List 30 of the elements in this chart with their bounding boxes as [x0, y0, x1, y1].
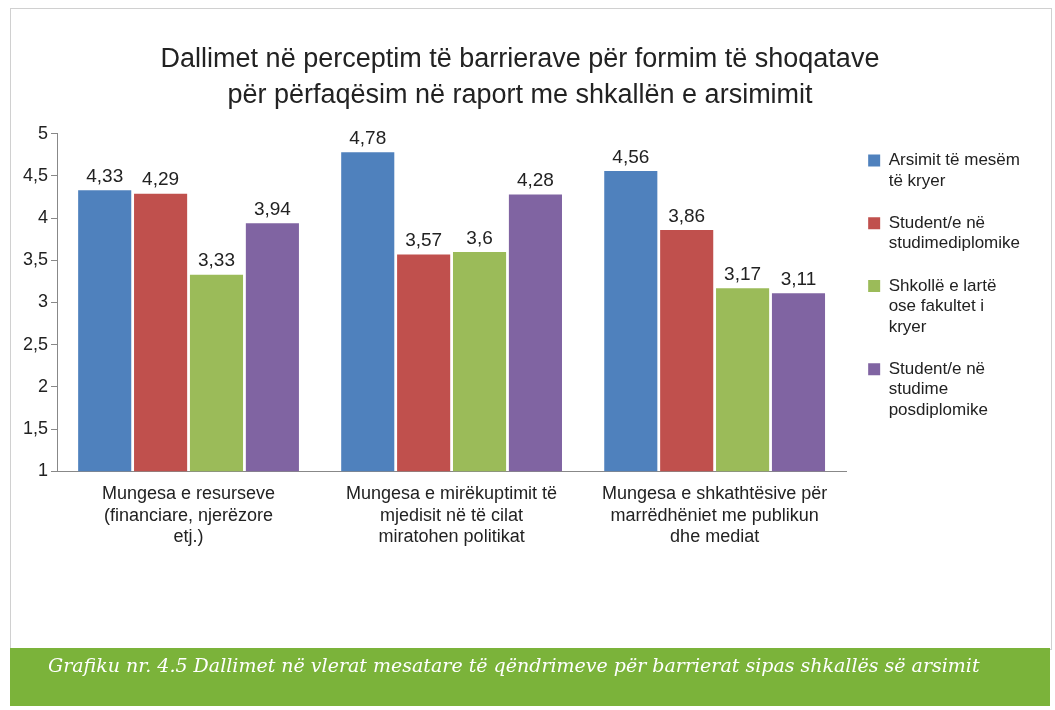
legend-label: Student/e në studime posdiplomike — [888, 358, 988, 419]
x-tick-label: Mungesa e mirëkuptimit të mjedisit në të cilat miratohen politikat — [346, 482, 558, 547]
data-label: 4,29 — [142, 168, 180, 190]
x-tick-label: Mungesa e shkathtësive për marrëdhëniet me publikun dhe mediat — [602, 482, 828, 547]
chart-title: Dallimet në perceptim të barrierave për formim të shoqatave për përfaqësim në raport me shkallën e arsimimit — [159, 42, 881, 111]
y-tick-label: 1 — [38, 460, 49, 481]
legend-label: Arsimit të mesëm të kryer — [888, 150, 1020, 190]
legend-label: Student/e në studimediplomike — [888, 212, 1021, 253]
legend-label: Shkollë e lartë ose fakultet i kryer — [888, 275, 997, 336]
y-tick-label: 4,5 — [22, 164, 49, 185]
y-tick-label: 3,5 — [22, 249, 49, 270]
y-tick-label: 2 — [38, 375, 49, 396]
data-label: 3,17 — [724, 262, 762, 284]
data-label: 4,78 — [349, 127, 387, 149]
data-label: 4,56 — [612, 145, 650, 167]
data-label: 3,33 — [198, 249, 235, 271]
y-tick-label: 2,5 — [22, 333, 49, 354]
data-label: 4,28 — [516, 169, 554, 191]
data-label: 3,94 — [253, 197, 292, 219]
data-label: 4,33 — [86, 165, 124, 187]
y-tick-label: 1,5 — [22, 417, 49, 438]
y-tick-label: 3 — [38, 291, 49, 312]
data-label: 3,86 — [668, 204, 706, 226]
x-tick-label: Mungesa e resurseve (financiare, njerëzore etj.) — [102, 482, 276, 547]
data-label: 3,6 — [466, 226, 493, 248]
y-tick-label: 5 — [38, 122, 49, 143]
text: Grafiku nr. 4.5 Dallimet në vlerat mesatare të qëndrimeve për barrierat sipas shkallës së arsimit — [10, 648, 1050, 706]
data-label: 3,57 — [405, 229, 443, 251]
y-tick-label: 4 — [38, 207, 49, 228]
data-label: 3,11 — [780, 267, 817, 289]
